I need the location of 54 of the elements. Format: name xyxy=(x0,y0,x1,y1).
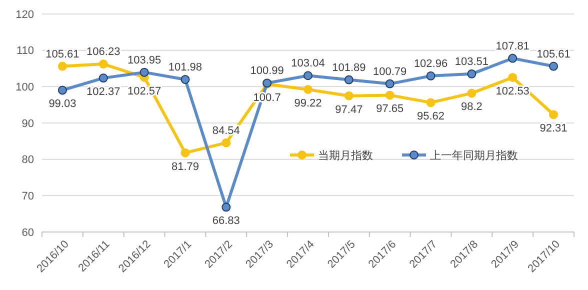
y-tick-label: 110 xyxy=(16,45,34,58)
point xyxy=(426,71,436,80)
data-label: 101.89 xyxy=(332,62,366,74)
data-label: 102.96 xyxy=(414,58,448,70)
point xyxy=(222,138,231,148)
data-label: 81.79 xyxy=(171,160,199,173)
y-tick-label: 70 xyxy=(22,190,34,203)
point xyxy=(344,75,354,84)
data-label: 97.65 xyxy=(376,103,404,116)
point xyxy=(98,60,108,69)
point xyxy=(549,110,558,120)
point xyxy=(222,202,231,212)
point xyxy=(58,86,67,95)
data-label: 107.81 xyxy=(496,40,530,52)
data-label: 101.98 xyxy=(168,61,202,74)
data-label: 103.04 xyxy=(291,58,325,70)
point xyxy=(140,68,149,77)
point xyxy=(467,69,476,78)
point xyxy=(304,85,312,94)
y-tick-label: 90 xyxy=(22,118,34,130)
point xyxy=(467,88,476,98)
data-label: 99.22 xyxy=(294,98,322,110)
y-tick-label: 60 xyxy=(22,226,34,239)
data-label: 102.37 xyxy=(86,86,120,98)
point xyxy=(98,74,108,83)
y-tick-label: 80 xyxy=(22,154,34,166)
data-label: 103.95 xyxy=(127,54,162,66)
point xyxy=(180,74,190,84)
data-label: 95.62 xyxy=(417,110,445,123)
data-label: 103.51 xyxy=(454,56,489,68)
data-label: 97.47 xyxy=(335,104,363,116)
point xyxy=(426,98,436,108)
legend-label: 当期月指数 xyxy=(318,150,373,162)
point xyxy=(344,91,354,100)
data-label: 100.79 xyxy=(373,66,407,78)
data-label: 105.61 xyxy=(46,48,80,60)
point xyxy=(304,71,312,80)
data-label: 99.03 xyxy=(48,98,76,110)
y-tick-label: 120 xyxy=(16,8,34,21)
data-label: 100.99 xyxy=(250,65,284,78)
point xyxy=(385,79,394,88)
data-label: 98.2 xyxy=(460,101,482,114)
data-label: 92.31 xyxy=(540,122,568,135)
point xyxy=(385,90,394,100)
data-label: 105.61 xyxy=(536,48,570,60)
point xyxy=(180,148,190,158)
legend-label: 上一年同期月指数 xyxy=(430,148,518,162)
point xyxy=(58,62,67,71)
data-label: 106.23 xyxy=(86,46,120,58)
point xyxy=(508,72,518,82)
y-tick-label: 100 xyxy=(16,82,34,94)
data-label: 66.83 xyxy=(212,215,240,228)
point xyxy=(508,54,518,63)
point xyxy=(549,62,558,71)
